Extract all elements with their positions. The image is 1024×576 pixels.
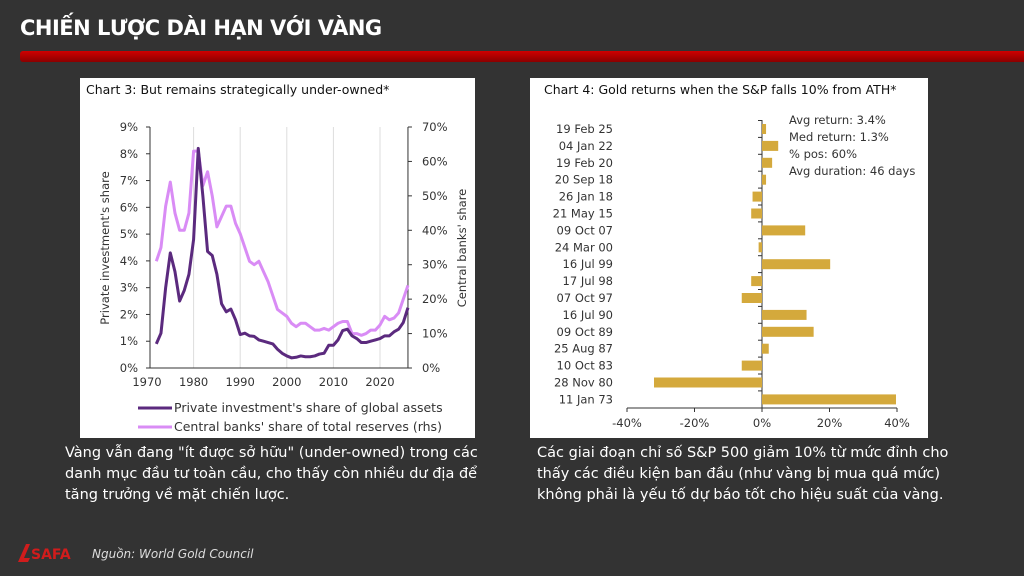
- stat-annotation: Avg return: 3.4%: [789, 113, 886, 127]
- x-tick-label: 1980: [179, 375, 208, 389]
- category-label: 24 Mar 00: [555, 240, 613, 254]
- category-label: 26 Jan 18: [559, 190, 613, 204]
- category-label: 11 Jan 73: [559, 392, 613, 406]
- bar: [752, 191, 762, 202]
- y-tick-label: 8%: [120, 147, 138, 161]
- category-label: 09 Oct 07: [557, 223, 613, 237]
- bar: [762, 225, 806, 236]
- stat-annotation: % pos: 60%: [789, 147, 857, 161]
- y-tick-label: 0%: [120, 361, 138, 375]
- x-tick-label: -20%: [680, 416, 710, 430]
- stat-annotation: Avg duration: 46 days: [789, 164, 915, 178]
- y2-tick-label: 50%: [422, 189, 448, 203]
- x-tick-label: 2010: [319, 375, 348, 389]
- page-title: CHIẾN LƯỢC DÀI HẠN VỚI VÀNG: [20, 16, 382, 40]
- bar: [758, 242, 762, 253]
- category-label: 19 Feb 20: [556, 156, 613, 170]
- bar: [741, 293, 762, 303]
- bar: [762, 140, 779, 151]
- category-label: 19 Feb 25: [556, 122, 613, 136]
- y2-tick-label: 10%: [422, 327, 448, 341]
- category-label: 20 Sep 18: [555, 173, 613, 187]
- category-label: 10 Oct 83: [557, 359, 613, 373]
- y2-tick-label: 60%: [422, 154, 448, 168]
- y-tick-label: 4%: [120, 254, 138, 268]
- chart-3: Chart 3: But remains strategically under…: [86, 82, 469, 434]
- category-label: 21 May 15: [553, 207, 613, 221]
- bar: [654, 377, 762, 388]
- x-tick-label: 0%: [753, 416, 771, 430]
- y2-tick-label: 30%: [422, 258, 448, 272]
- category-label: 28 Nov 80: [554, 376, 613, 390]
- bar: [762, 174, 767, 185]
- x-tick-label: 2000: [272, 375, 301, 389]
- x-tick-label: -40%: [612, 416, 642, 430]
- bar: [762, 326, 814, 337]
- y-tick-label: 3%: [120, 281, 138, 295]
- bar: [751, 208, 762, 219]
- legend-label: Central banks' share of total reserves (…: [174, 419, 442, 434]
- right-caption: Các giai đoạn chỉ số S&P 500 giảm 10% từ…: [537, 445, 949, 503]
- y-tick-label: 1%: [120, 334, 138, 348]
- y2-tick-label: 70%: [422, 120, 448, 134]
- category-label: 09 Oct 89: [557, 325, 613, 339]
- left-caption: Vàng vẫn đang "ít được sở hữu" (under-ow…: [65, 445, 478, 503]
- y-tick-label: 6%: [120, 200, 138, 214]
- bar: [762, 394, 896, 405]
- category-label: 04 Jan 22: [559, 139, 613, 153]
- y-axis-label: Private investment's share: [98, 171, 112, 324]
- category-label: 25 Aug 87: [554, 342, 613, 356]
- title-underline: [20, 51, 1024, 62]
- safa-logo: SAFA: [18, 544, 71, 563]
- y-tick-label: 2%: [120, 307, 138, 321]
- stat-annotation: Med return: 1.3%: [789, 130, 889, 144]
- bar: [762, 259, 831, 270]
- x-tick-label: 20%: [817, 416, 843, 430]
- y2-tick-label: 0%: [422, 361, 440, 375]
- bar: [762, 124, 767, 134]
- legend-label: Private investment's share of global ass…: [174, 400, 443, 415]
- x-tick-label: 1970: [132, 375, 161, 389]
- chart-3-panel: Chart 3: But remains strategically under…: [80, 78, 475, 438]
- source-note: Nguồn: World Gold Council: [92, 547, 254, 561]
- x-tick-label: 2020: [365, 375, 394, 389]
- y-tick-label: 7%: [120, 174, 138, 188]
- y-tick-label: 5%: [120, 227, 138, 241]
- category-label: 17 Jul 98: [563, 274, 613, 288]
- category-label: 07 Oct 97: [557, 291, 613, 305]
- chart-title: Chart 3: But remains strategically under…: [86, 82, 389, 97]
- y-tick-label: 9%: [120, 120, 138, 134]
- series-line-private: [154, 146, 410, 360]
- x-tick-label: 40%: [884, 416, 910, 430]
- bar: [741, 360, 762, 371]
- category-label: 16 Jul 99: [563, 257, 613, 271]
- x-tick-label: 1990: [226, 375, 255, 389]
- y2-tick-label: 40%: [422, 223, 448, 237]
- bar: [762, 157, 773, 168]
- bar: [762, 343, 769, 354]
- y2-tick-label: 20%: [422, 292, 448, 306]
- bar: [762, 309, 807, 320]
- chart-title: Chart 4: Gold returns when the S&P falls…: [544, 82, 896, 97]
- chart-4-panel: Chart 4: Gold returns when the S&P falls…: [530, 78, 928, 438]
- category-label: 16 Jul 90: [563, 308, 613, 322]
- chart-4: Chart 4: Gold returns when the S&P falls…: [544, 82, 915, 430]
- bar: [751, 276, 762, 287]
- svg-text:SAFA: SAFA: [31, 547, 71, 563]
- y2-axis-label: Central banks' share: [455, 189, 469, 308]
